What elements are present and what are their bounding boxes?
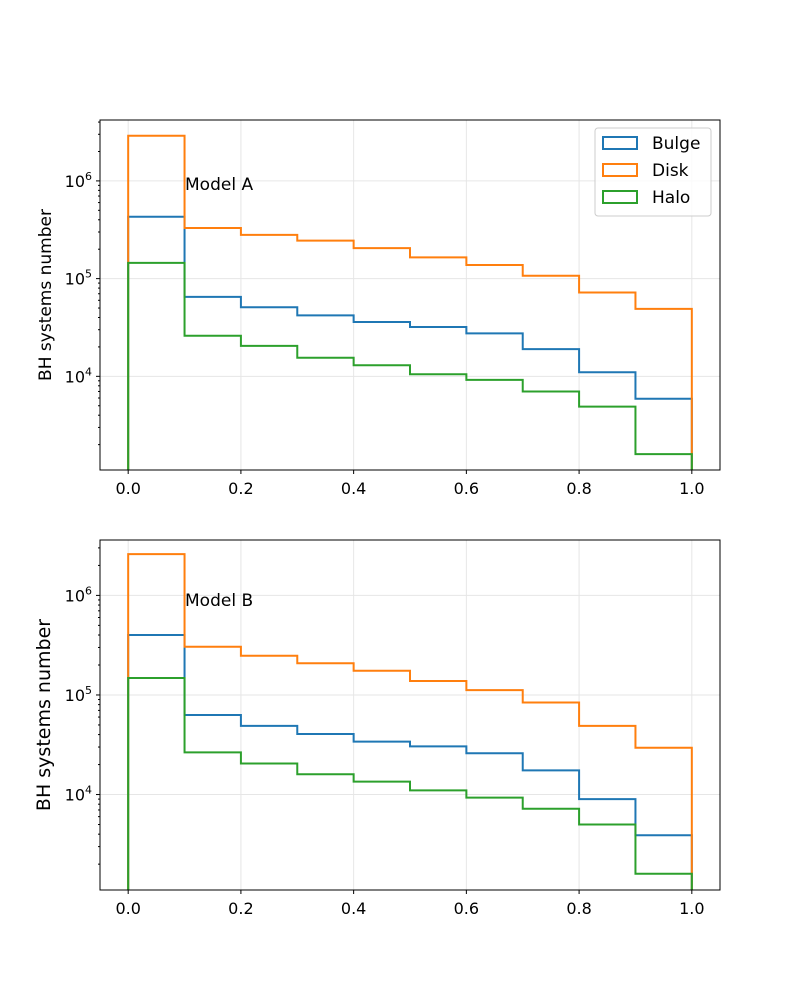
legend-label-bulge: Bulge [652,134,700,154]
y-tick-label: 105 [65,268,92,289]
series-bulge-step [127,215,693,470]
x-tick-label: 0.4 [341,899,366,918]
x-tick-label: 0.8 [566,899,591,918]
histogram-series [127,553,693,890]
series-disk-step [127,553,693,890]
series-halo-step [127,677,693,890]
x-tick-label: 0.2 [228,479,253,498]
axes-frame [99,539,721,891]
x-tick-label: 0.0 [115,899,140,918]
y-tick-label: 106 [65,584,92,605]
histogram-series [127,134,693,470]
x-tick-label: 0.8 [566,479,591,498]
y-tick-label: 105 [65,684,92,705]
panel-model-b: 0.0 0.2 0.4 0.6 0.8 1.0 104 105 106 Model B BH s… [33,539,721,918]
legend-swatch-bulge [602,136,638,150]
axis-ticks: 0.0 0.2 0.4 0.6 0.8 1.0 104 105 106 [65,121,705,498]
y-axis-label: BH systems number [36,209,56,381]
x-tick-label: 1.0 [679,479,704,498]
x-tick-label: 1.0 [679,899,704,918]
series-disk-step [127,134,693,470]
annotation-model-b: Model B [185,591,253,611]
y-tick-label: 104 [65,365,92,386]
x-tick-label: 0.6 [454,479,479,498]
panel-model-a: 0.0 0.2 0.4 0.6 0.8 1.0 104 105 106 Model A BH s… [36,119,721,498]
y-axis-label: BH systems number [33,619,55,811]
legend-label-disk: Disk [652,161,689,181]
y-tick-label: 104 [65,784,92,805]
x-tick-label: 0.0 [115,479,140,498]
x-tick-label: 0.4 [341,479,366,498]
axis-ticks: 0.0 0.2 0.4 0.6 0.8 1.0 104 105 106 [65,547,705,918]
legend: Bulge Disk Halo [594,127,712,217]
y-tick-label: 106 [65,170,92,191]
legend-swatch-halo [602,190,638,204]
legend-swatch-disk [602,163,638,177]
x-tick-label: 0.2 [228,899,253,918]
annotation-model-a: Model A [185,175,253,195]
x-tick-label: 0.6 [454,899,479,918]
legend-label-halo: Halo [652,188,690,208]
series-halo-step [127,261,693,470]
axes-frame [99,119,721,471]
series-bulge-step [127,634,693,890]
